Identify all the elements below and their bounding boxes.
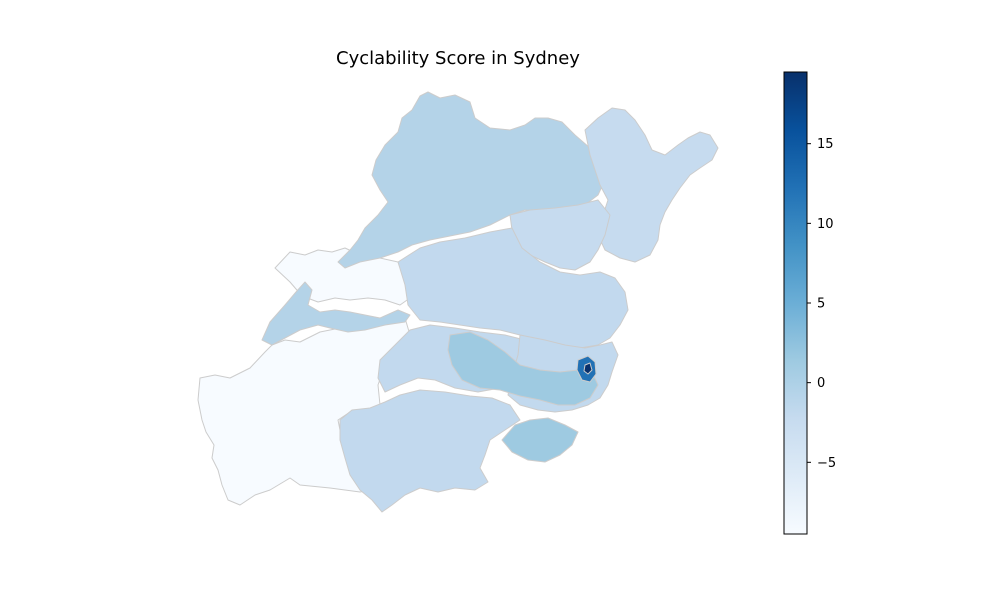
region-hawkesbury-strip (261, 281, 411, 346)
region-north-west (337, 91, 606, 269)
region-central-hills (397, 227, 629, 349)
colorbar-tick-label: 15 (817, 137, 834, 152)
region-south-west (197, 317, 411, 506)
colorbar-gradient (783, 71, 808, 535)
chart-title: Cyclability Score in Sydney (336, 48, 580, 69)
region-sutherland (501, 417, 579, 463)
colorbar: −5 0 5 10 15 (783, 71, 836, 535)
colorbar-tick-label: 10 (817, 217, 834, 232)
colorbar-tick-label: −5 (817, 456, 836, 471)
map-area (197, 91, 719, 513)
region-north-east (584, 107, 719, 263)
colorbar-tick-label: 5 (817, 297, 825, 312)
colorbar-tick-label: 0 (817, 376, 825, 391)
region-inner-city-mid (447, 331, 599, 406)
region-inner-city-peak (583, 362, 593, 375)
region-south-central (339, 389, 521, 513)
colorbar-ticks: −5 0 5 10 15 (807, 137, 836, 471)
